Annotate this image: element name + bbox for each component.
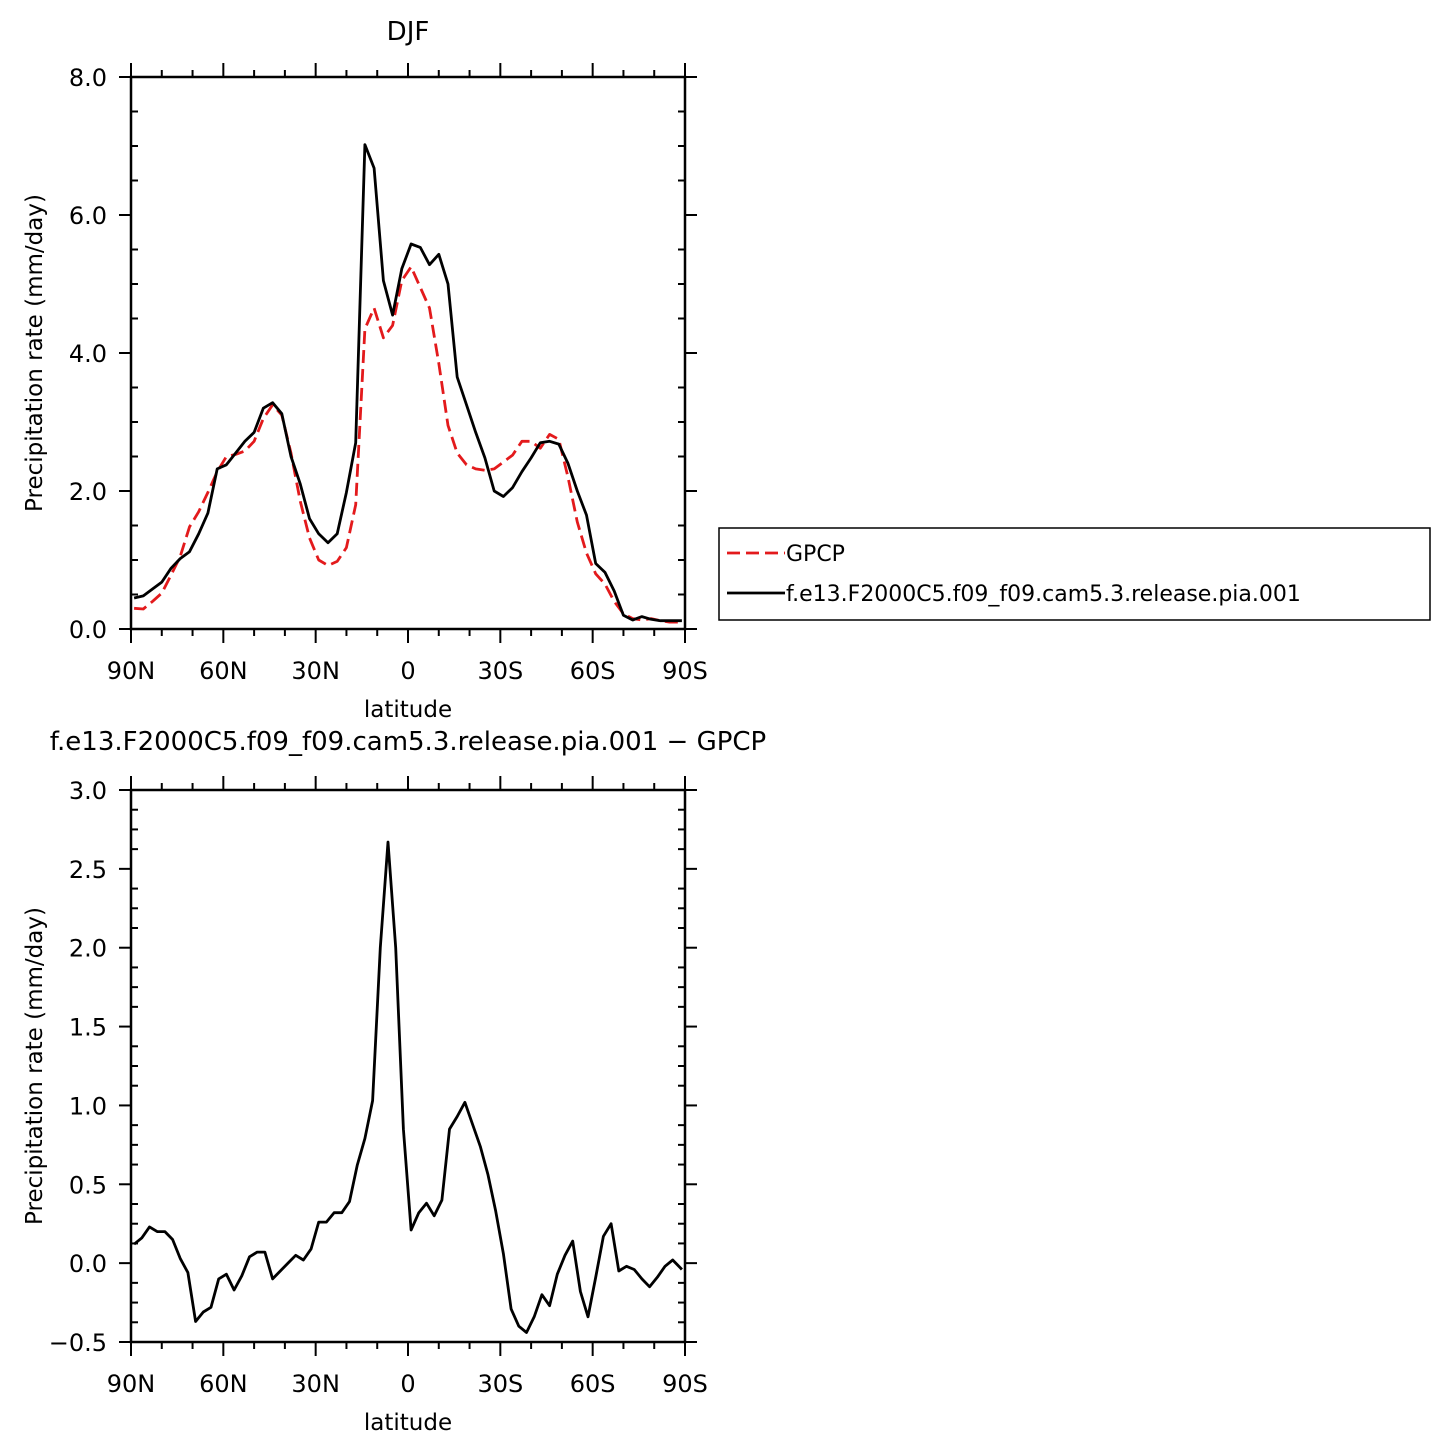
x-tick-label: 30S	[477, 657, 523, 685]
x-tick-label: 30S	[477, 1370, 523, 1398]
x-tick-label: 30N	[291, 1370, 340, 1398]
x-tick-label: 60S	[570, 1370, 616, 1398]
chart-title: DJF	[387, 17, 430, 47]
chart-title: f.e13.F2000C5.f09_f09.cam5.3.release.pia…	[50, 727, 766, 757]
x-tick-label: 0	[400, 1370, 415, 1398]
top-chart: DJF 90N 60N 30N 0 30S 60S 90S 0.0 2.0 4.0 6.0 8.0 lat…	[22, 17, 708, 723]
y-tick-label: 2.0	[69, 478, 107, 506]
x-tick-label: 90N	[107, 1370, 156, 1398]
series-line-0	[133, 265, 682, 624]
y-tick-label: 2.0	[69, 935, 107, 963]
y-tick-label: 0.0	[69, 616, 107, 644]
x-tick-label: 90N	[107, 657, 156, 685]
x-axis-label: latitude	[364, 697, 452, 723]
bottom-chart: f.e13.F2000C5.f09_f09.cam5.3.release.pia…	[22, 727, 766, 1436]
y-tick-label: 3.0	[69, 777, 107, 805]
x-tick-label: 60N	[199, 1370, 248, 1398]
y-tick-label: 8.0	[69, 64, 107, 92]
x-tick-label: 60S	[570, 657, 616, 685]
y-tick-label: 0.0	[69, 1250, 107, 1278]
legend-box	[718, 527, 1431, 621]
y-axis-label: Precipitation rate (mm/day)	[22, 907, 48, 1225]
x-tick-label: 90S	[662, 1370, 708, 1398]
x-axis-label: latitude	[364, 1410, 452, 1436]
legend-label-1: f.e13.F2000C5.f09_f09.cam5.3.release.pia…	[786, 582, 1301, 607]
plot-frame	[129, 75, 687, 631]
x-tick-label: 60N	[199, 657, 248, 685]
y-tick-label: 2.5	[69, 856, 107, 884]
y-tick-label: −0.5	[49, 1329, 107, 1357]
x-tick-label: 0	[400, 657, 415, 685]
y-tick-label: 1.5	[69, 1014, 107, 1042]
plot-frame	[129, 788, 687, 1344]
y-tick-label: 1.0	[69, 1092, 107, 1120]
legend-label-0: GPCP	[786, 542, 845, 567]
y-axis-label: Precipitation rate (mm/day)	[22, 194, 48, 512]
y-tick-label: 4.0	[69, 340, 107, 368]
series-line-0	[133, 840, 683, 1334]
x-tick-label: 30N	[291, 657, 340, 685]
legend: GPCP f.e13.F2000C5.f09_f09.cam5.3.release…	[718, 527, 1431, 621]
y-tick-label: 0.5	[69, 1171, 107, 1199]
y-tick-label: 6.0	[69, 202, 107, 230]
x-tick-label: 90S	[662, 657, 708, 685]
series-line-1	[133, 143, 682, 623]
